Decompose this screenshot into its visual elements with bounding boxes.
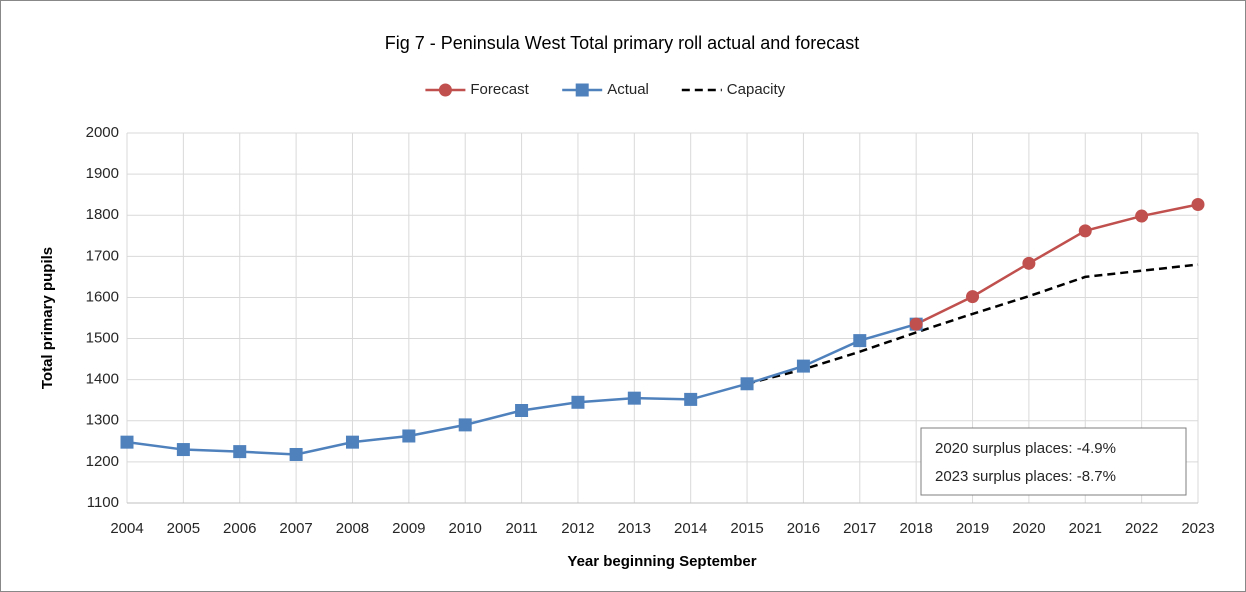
data-point <box>740 377 754 391</box>
x-tick-label: 2013 <box>618 520 651 537</box>
annotation-box <box>920 427 1187 496</box>
x-tick-label: 2006 <box>223 520 256 537</box>
legend-label: Capacity <box>727 81 786 98</box>
data-point <box>1135 209 1149 223</box>
x-tick-label: 2008 <box>336 520 369 537</box>
data-point <box>966 290 980 304</box>
annotation: 2023 surplus places: -8.7% <box>935 468 1116 485</box>
data-point <box>1078 224 1092 238</box>
y-tick-label: 1500 <box>86 330 119 347</box>
x-tick-label: 2014 <box>674 520 707 537</box>
y-tick-label: 2000 <box>86 124 119 141</box>
y-tick-label: 1800 <box>86 206 119 223</box>
x-tick-label: 2012 <box>561 520 594 537</box>
y-tick-label: 1400 <box>86 371 119 388</box>
x-tick-label: 2004 <box>110 520 143 537</box>
chart-title: Fig 7 - Peninsula West Total primary rol… <box>385 33 860 53</box>
series-line <box>746 263 1199 385</box>
data-point <box>853 334 867 348</box>
y-tick-label: 1300 <box>86 412 119 429</box>
legend-marker <box>438 83 452 97</box>
y-tick-label: 1100 <box>87 494 119 511</box>
x-tick-label: 2020 <box>1012 520 1045 537</box>
data-point <box>120 435 134 449</box>
y-tick-label: 1200 <box>86 453 119 470</box>
y-tick-label: 1900 <box>86 165 119 182</box>
data-point <box>684 392 698 406</box>
y-axis-title: Total primary pupils <box>39 247 56 389</box>
data-point <box>233 445 247 459</box>
legend-label: Actual <box>607 81 649 98</box>
data-point <box>796 359 810 373</box>
x-tick-label: 2005 <box>167 520 200 537</box>
y-tick-label: 1600 <box>86 288 119 305</box>
x-tick-label: 2010 <box>449 520 482 537</box>
annotation: 2020 surplus places: -4.9% <box>935 440 1116 457</box>
data-point <box>458 418 472 432</box>
x-tick-label: 2022 <box>1125 520 1158 537</box>
data-point <box>571 395 585 409</box>
x-tick-label: 2017 <box>843 520 876 537</box>
x-tick-label: 2016 <box>787 520 820 537</box>
legend-marker <box>575 83 589 97</box>
x-tick-label: 2021 <box>1069 520 1102 537</box>
data-point <box>1191 198 1205 212</box>
data-point <box>345 435 359 449</box>
data-point <box>1022 256 1036 270</box>
x-tick-label: 2018 <box>899 520 932 537</box>
x-tick-label: 2007 <box>279 520 312 537</box>
series-line <box>915 203 1199 326</box>
x-tick-label: 2009 <box>392 520 425 537</box>
data-point <box>289 447 303 461</box>
x-axis-title: Year beginning September <box>567 553 756 570</box>
data-point <box>909 317 923 331</box>
x-tick-label: 2011 <box>505 520 537 537</box>
x-tick-label: 2019 <box>956 520 989 537</box>
data-point <box>627 391 641 405</box>
data-point <box>515 404 529 417</box>
y-tick-label: 1700 <box>86 247 119 264</box>
data-point <box>402 429 416 443</box>
x-tick-label: 2015 <box>730 520 763 537</box>
data-point <box>176 443 190 457</box>
legend-label: Forecast <box>470 81 529 98</box>
x-tick-label: 2023 <box>1181 520 1214 537</box>
